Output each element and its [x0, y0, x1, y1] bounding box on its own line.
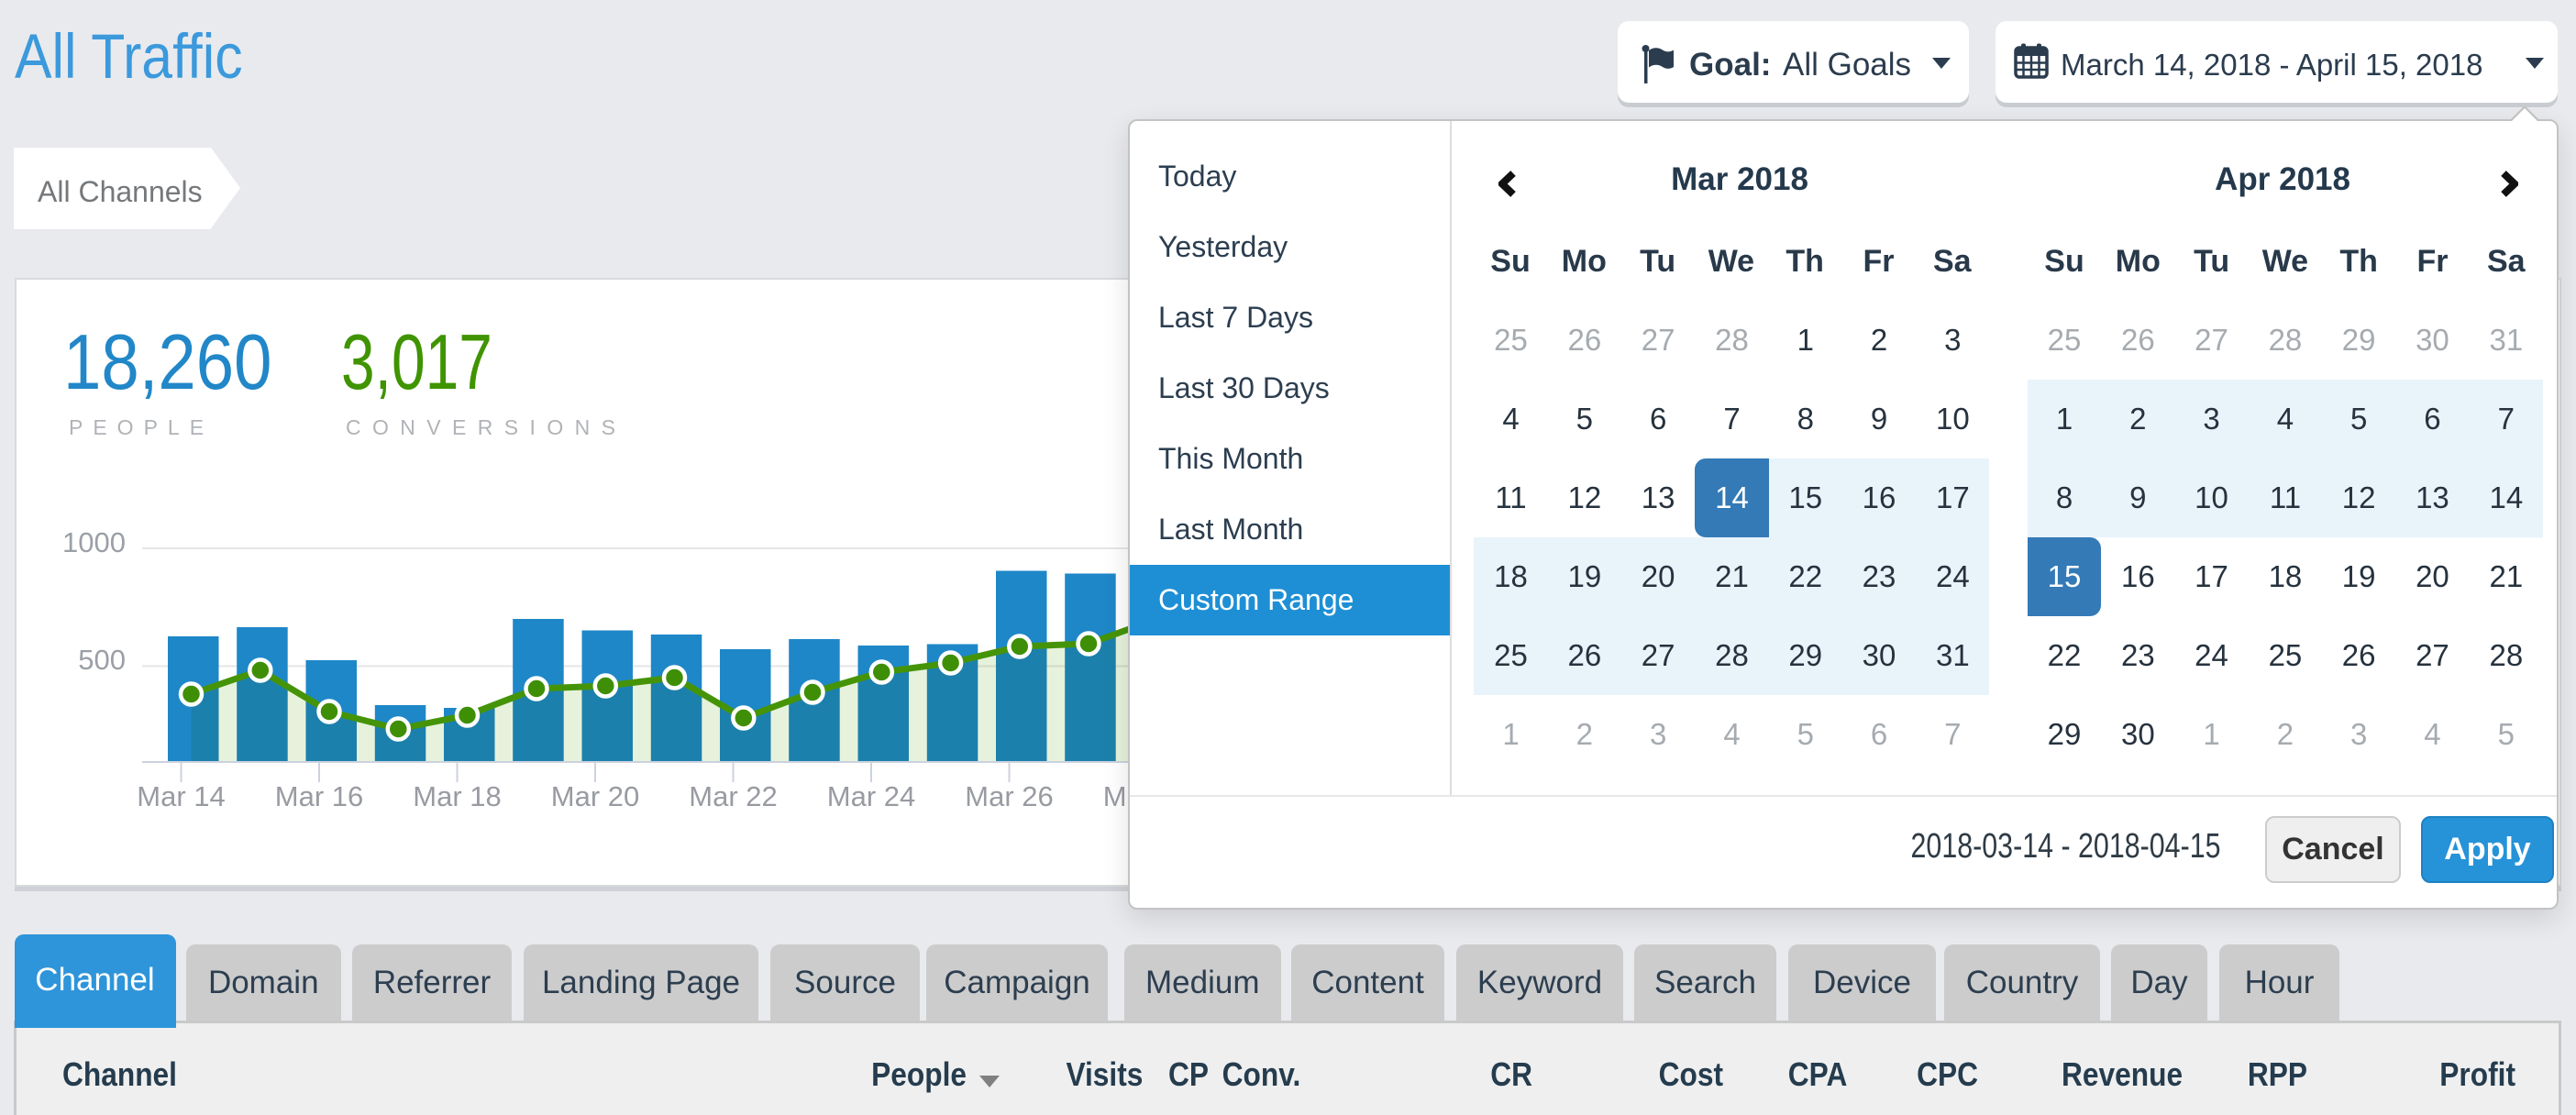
svg-text:Mar 14: Mar 14: [137, 780, 225, 812]
svg-text:1000: 1000: [62, 526, 126, 558]
svg-text:500: 500: [78, 644, 126, 676]
svg-text:Mar 26: Mar 26: [965, 780, 1053, 812]
svg-text:Mar 16: Mar 16: [275, 780, 363, 812]
svg-text:Mar 22: Mar 22: [689, 780, 777, 812]
svg-text:Mar 24: Mar 24: [827, 780, 915, 812]
svg-text:Mar 20: Mar 20: [551, 780, 639, 812]
svg-text:Mar 18: Mar 18: [413, 780, 501, 812]
